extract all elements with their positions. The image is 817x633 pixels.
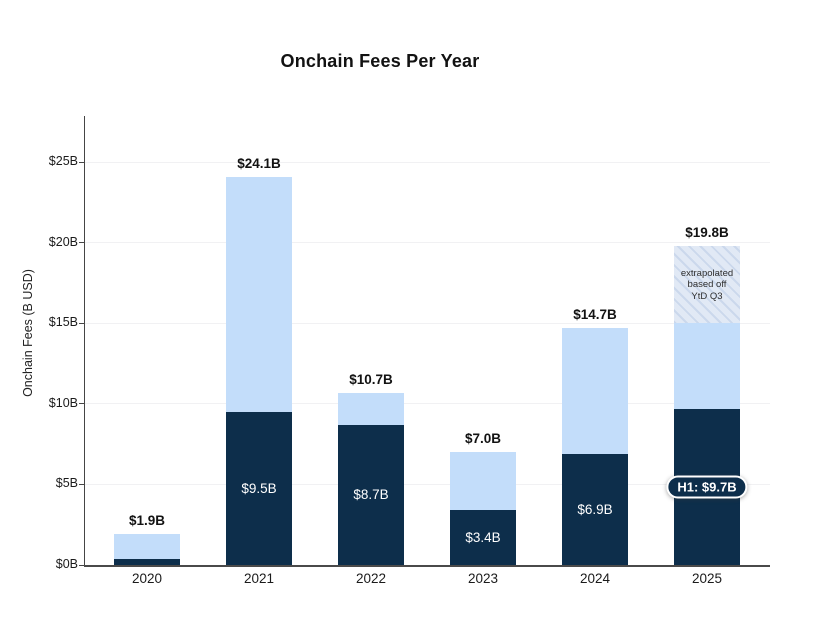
bar-total-label: $24.1B: [237, 155, 281, 171]
bar-segment-h2-2022: [338, 392, 404, 425]
bar-total-label: $1.9B: [128, 513, 166, 529]
y-axis-tick-label: $5B: [55, 476, 78, 491]
y-axis-tick-label: $20B: [48, 234, 78, 249]
extrapolation-note-line: based off: [687, 279, 727, 290]
bar-segment-h2-2024: [562, 328, 628, 454]
segment-value-label: $9.5B: [241, 480, 277, 496]
gridline-$10B: [85, 403, 770, 405]
x-axis-tick-label: 2023: [467, 571, 499, 586]
bar-segment-extrapolated-2025: [674, 245, 740, 324]
y-axis-tick-label: $25B: [48, 154, 78, 168]
gridline-$15B: [85, 322, 770, 324]
x-axis-tick-label: 2022: [355, 571, 387, 586]
y-axis-line: [84, 116, 85, 565]
extrapolation-note-line: extrapolated: [680, 267, 734, 279]
bar-segment-h1-2023: $3.4B: [450, 510, 516, 565]
extrapolation-note-line: YtD Q3: [691, 290, 723, 302]
y-axis-tick-label: $10B: [48, 395, 78, 410]
gridline-$25B: [85, 161, 770, 163]
segment-value-label: $3.4B: [465, 530, 501, 546]
x-axis-tick-label: 2025: [691, 571, 723, 586]
extrapolation-note: extrapolated based off YtD Q3: [662, 268, 752, 303]
chart-title: Onchain Fees Per Year: [280, 51, 480, 71]
bar-total-label: $14.7B: [573, 307, 617, 322]
bar-segment-h2-2025: [674, 323, 740, 409]
bar-segment-h1-2022: $8.7B: [338, 424, 404, 565]
y-axis-tick: [79, 161, 84, 163]
segment-value-label: $8.7B: [353, 487, 389, 503]
x-axis-tick-label: 2020: [131, 571, 163, 586]
x-axis-line: [84, 565, 770, 567]
x-axis-tick-label: 2021: [243, 571, 275, 586]
y-axis-tick: [79, 242, 84, 244]
bar-segment-h1-2021: $9.5B: [226, 411, 292, 565]
bar-segment-h1-2024: $6.9B: [562, 453, 628, 565]
gridline-$20B: [85, 242, 770, 244]
y-axis-tick-label: $0B: [55, 557, 78, 571]
y-axis-tick: [79, 483, 84, 485]
segment-value-label: $6.9B: [577, 501, 613, 517]
bar-segment-h2-2023: [450, 452, 516, 511]
bar-total-label: $19.8B: [685, 224, 729, 240]
gridline-$5B: [85, 483, 770, 485]
y-axis-tick: [79, 403, 84, 405]
y-axis-label: Onchain Fees (B USD): [21, 269, 35, 397]
y-axis-tick-label: $15B: [48, 315, 78, 330]
y-axis-tick: [79, 322, 84, 324]
bar-segment-h1-2020: [114, 558, 180, 565]
y-axis-tick: [79, 564, 84, 566]
h1-value-pill: H1: $9.7B: [666, 475, 748, 499]
x-axis-tick-label: 2024: [579, 571, 611, 586]
bar-segment-h2-2020: [114, 534, 180, 559]
bar-total-label: $7.0B: [464, 431, 502, 447]
bar-segment-h2-2021: [226, 176, 292, 412]
bar-total-label: $10.7B: [349, 371, 393, 387]
